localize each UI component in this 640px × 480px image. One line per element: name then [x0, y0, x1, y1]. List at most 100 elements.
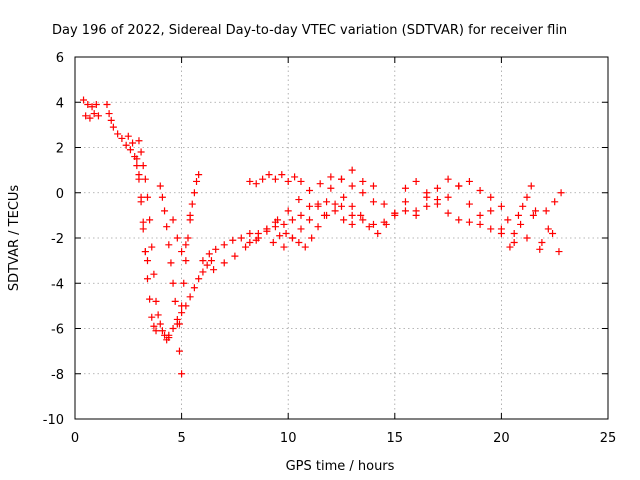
data-point [536, 245, 544, 253]
data-point [306, 186, 314, 194]
data-point [186, 211, 194, 219]
data-point [338, 175, 345, 183]
data-point [280, 220, 288, 228]
data-point [109, 123, 117, 131]
data-point [212, 245, 220, 253]
data-point [331, 207, 339, 215]
data-point [532, 207, 540, 215]
data-point [544, 225, 552, 233]
data-point [314, 202, 322, 210]
data-point [338, 202, 345, 210]
series-track-10 [210, 173, 377, 274]
data-point [284, 177, 292, 185]
series-track-13 [269, 211, 328, 251]
x-tick-labels: 0 5 10 15 20 25 [71, 431, 616, 446]
data-point [254, 234, 262, 242]
data-point [167, 259, 175, 267]
grid [75, 57, 608, 419]
data-point [391, 209, 399, 217]
data-point [141, 248, 149, 256]
x-tick-label: 0 [71, 431, 79, 446]
x-tick-label: 15 [387, 431, 404, 446]
data-point [173, 234, 181, 242]
series-track-8 [169, 211, 194, 256]
data-point [380, 200, 388, 208]
data-point [327, 184, 335, 192]
data-point [348, 182, 356, 190]
data-point [84, 101, 92, 109]
data-point [497, 202, 505, 210]
data-point [133, 162, 141, 170]
data-point [476, 220, 484, 228]
data-point [517, 220, 525, 228]
data-point [175, 320, 183, 328]
data-point [359, 177, 367, 185]
data-point [171, 297, 179, 305]
data-point [297, 211, 305, 219]
data-point [92, 101, 100, 109]
data-point [150, 270, 158, 278]
series-track-7 [175, 171, 203, 328]
data-point [135, 171, 143, 179]
data-point [193, 177, 201, 185]
y-axis-label: SDTVAR / TECUs [7, 185, 22, 292]
y-tick-labels: -10 -8 -6 -4 -2 0 2 4 6 [43, 51, 64, 428]
data-point [433, 200, 441, 208]
data-point [306, 202, 314, 210]
y-tick-label: -8 [51, 368, 64, 383]
data-point [380, 218, 388, 226]
data-point [205, 250, 213, 258]
data-point [199, 268, 207, 276]
y-tick-label: 0 [56, 187, 64, 202]
data-point [80, 96, 88, 104]
data-point [314, 223, 322, 231]
data-point [295, 196, 303, 204]
data-point [203, 261, 211, 269]
data-point [252, 180, 260, 188]
data-point [523, 193, 531, 201]
data-point [195, 171, 203, 179]
data-point [359, 216, 367, 224]
data-point [497, 225, 505, 233]
data-point [137, 193, 145, 201]
series-track-3 [124, 132, 160, 335]
x-tick-label: 5 [177, 431, 185, 446]
data-point [143, 257, 151, 265]
data-point [510, 239, 518, 247]
x-tick-label: 25 [600, 431, 617, 446]
data-point [444, 193, 452, 201]
data-point [199, 257, 207, 265]
data-point [146, 295, 154, 303]
data-point [369, 198, 377, 206]
data-point [146, 216, 154, 224]
data-point [169, 216, 177, 224]
data-point [401, 198, 409, 206]
data-point [207, 257, 215, 265]
data-point [129, 139, 137, 147]
data-point [195, 275, 203, 283]
data-point [284, 207, 292, 215]
data-point [156, 320, 164, 328]
data-point [514, 211, 522, 219]
x-tick-label: 20 [493, 431, 510, 446]
data-point [476, 211, 484, 219]
data-point [291, 173, 299, 181]
data-point [139, 218, 147, 226]
data-point [278, 171, 286, 179]
data-point [271, 175, 279, 183]
series-track-14 [327, 166, 495, 219]
data-point [510, 229, 518, 237]
data-point [340, 193, 348, 201]
data-point [308, 234, 316, 242]
data-point [433, 184, 441, 192]
data-point [105, 110, 113, 118]
data-point [141, 175, 149, 183]
data-point [288, 234, 296, 242]
data-point [365, 223, 373, 231]
data-point [150, 322, 158, 330]
data-point [220, 259, 228, 267]
data-point [280, 243, 288, 251]
data-point [124, 132, 132, 140]
data-point [297, 225, 305, 233]
